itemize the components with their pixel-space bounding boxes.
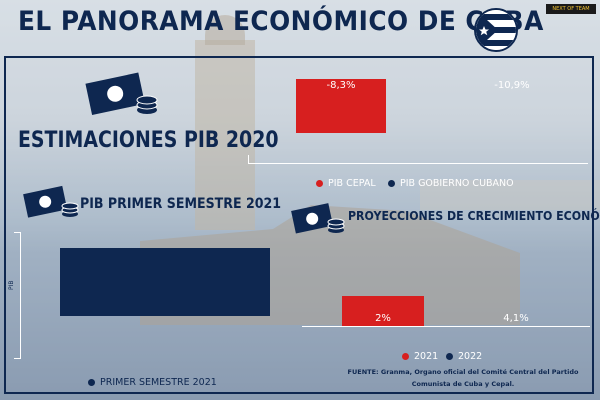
- chart3-bar-2021: [342, 296, 424, 326]
- chart3-legend-2021: 2021: [402, 351, 438, 362]
- legend-dot: [388, 180, 395, 187]
- chart3-legend-2022: 2022: [446, 351, 482, 362]
- legend-label: 2021: [414, 351, 439, 362]
- chart1-legend-gobierno: PIB GOBIERNO CUBANO: [388, 178, 514, 189]
- background-lighthouse: [195, 40, 255, 230]
- chart3-label-2022: 4,1%: [503, 313, 529, 324]
- source-line-2: Comunista de Cuba y Cepal.: [411, 380, 515, 388]
- brand-logo: NEXT OF TEAM: [546, 4, 596, 14]
- source-line-1: FUENTE: Granma, Organo oficial del Comit…: [347, 368, 579, 376]
- chart2-y-tick-top: [14, 232, 21, 233]
- background-lighthouse-top: [205, 15, 245, 45]
- legend-dot: [446, 353, 453, 360]
- content-frame: [4, 56, 594, 394]
- chart2-bar-semestre: [60, 248, 270, 316]
- cuba-flag-icon: [474, 8, 518, 52]
- chart1-axis: [248, 163, 588, 164]
- chart2-legend: PRIMER SEMESTRE 2021: [88, 377, 217, 388]
- source-note: FUENTE: Granma, Organo oficial del Comit…: [338, 366, 588, 390]
- legend-label: 2022: [458, 351, 483, 362]
- legend-dot: [402, 353, 409, 360]
- chart3-label-2021: 2%: [375, 313, 391, 324]
- legend-label: PRIMER SEMESTRE 2021: [100, 377, 217, 388]
- chart1-axis-tick: [248, 155, 249, 164]
- chart2-y-title: PIB: [8, 280, 15, 290]
- chart1-legend-cepal: PIB CEPAL: [316, 178, 376, 189]
- page-title: EL PANORAMA ECONÓMICO DE CUBA: [18, 6, 544, 37]
- money-coins-icon: [23, 185, 79, 218]
- chart2-y-axis: [20, 232, 21, 358]
- chart2-y-tick-bottom: [14, 358, 21, 359]
- chart1-label-cepal: -8,3%: [326, 80, 356, 91]
- section-heading-pib-2020: ESTIMACIONES PIB 2020: [18, 128, 279, 153]
- chart1-bar-cepal: [296, 79, 386, 133]
- legend-dot: [316, 180, 323, 187]
- money-coins-icon: [85, 72, 158, 116]
- legend-dot: [88, 379, 95, 386]
- chart3-axis: [302, 326, 590, 327]
- chart1-bar-gobierno: [472, 62, 552, 133]
- money-coins-icon: [291, 203, 345, 234]
- section-heading-proyecciones: PROYECCIONES DE CRECIMIENTO ECONÓMICO: [348, 208, 600, 223]
- section-heading-semestre: PIB PRIMER SEMESTRE 2021: [80, 196, 282, 212]
- legend-label: PIB CEPAL: [328, 178, 376, 189]
- legend-label: PIB GOBIERNO CUBANO: [400, 178, 514, 189]
- chart1-label-gobierno: -10,9%: [494, 80, 530, 91]
- background-city: [420, 180, 600, 210]
